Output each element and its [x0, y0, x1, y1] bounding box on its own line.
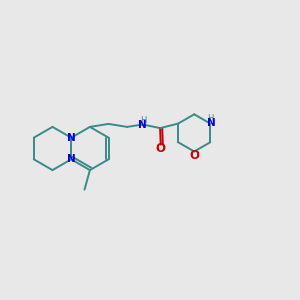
Text: O: O: [156, 142, 166, 155]
Text: H: H: [207, 114, 214, 123]
Text: O: O: [189, 149, 199, 162]
Text: N: N: [67, 154, 76, 164]
Text: H: H: [140, 116, 146, 125]
Text: N: N: [138, 120, 147, 130]
Text: N: N: [207, 118, 215, 128]
Text: N: N: [67, 133, 76, 143]
